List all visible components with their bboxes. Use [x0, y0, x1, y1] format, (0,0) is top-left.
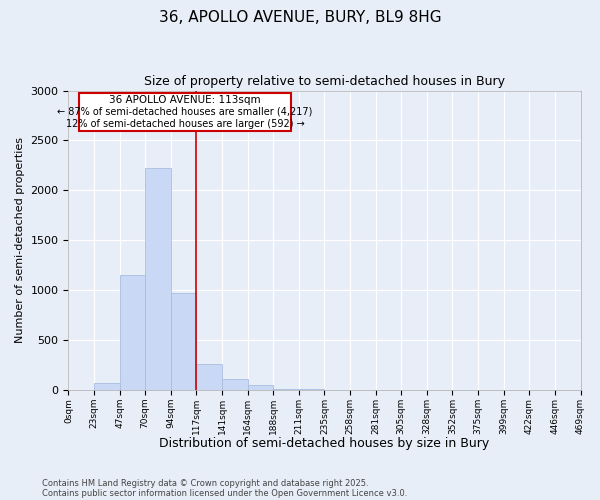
Title: Size of property relative to semi-detached houses in Bury: Size of property relative to semi-detach… [144, 75, 505, 88]
Y-axis label: Number of semi-detached properties: Number of semi-detached properties [15, 138, 25, 344]
Bar [273, 388, 299, 390]
Text: 12% of semi-detached houses are larger (592) →: 12% of semi-detached houses are larger (… [65, 119, 304, 129]
X-axis label: Distribution of semi-detached houses by size in Bury: Distribution of semi-detached houses by … [160, 437, 490, 450]
Bar [145, 168, 171, 390]
Bar [94, 382, 119, 390]
Text: 36, APOLLO AVENUE, BURY, BL9 8HG: 36, APOLLO AVENUE, BURY, BL9 8HG [158, 10, 442, 25]
Bar [196, 364, 222, 390]
Text: Contains HM Land Registry data © Crown copyright and database right 2025.: Contains HM Land Registry data © Crown c… [42, 478, 368, 488]
Text: ← 87% of semi-detached houses are smaller (4,217): ← 87% of semi-detached houses are smalle… [57, 107, 313, 117]
Bar [119, 276, 145, 390]
Text: Contains public sector information licensed under the Open Government Licence v3: Contains public sector information licen… [42, 488, 407, 498]
Bar [299, 388, 325, 390]
Bar [248, 384, 273, 390]
Text: 36 APOLLO AVENUE: 113sqm: 36 APOLLO AVENUE: 113sqm [109, 95, 261, 105]
Bar [171, 293, 196, 390]
Bar [222, 379, 248, 390]
FancyBboxPatch shape [79, 93, 291, 131]
